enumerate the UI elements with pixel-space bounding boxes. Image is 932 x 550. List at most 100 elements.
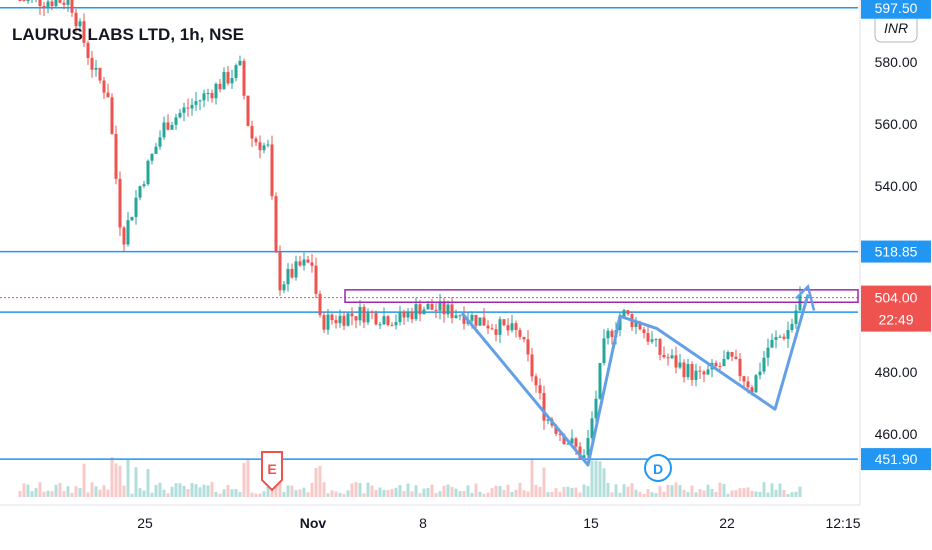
volume-bar: [542, 467, 546, 497]
volume-bar: [286, 485, 290, 497]
candle-body: [446, 304, 450, 315]
volume-bar: [210, 482, 214, 497]
candle-body: [458, 315, 462, 317]
volume-bar: [566, 486, 570, 497]
volume-bar: [86, 492, 90, 497]
candle-body: [154, 146, 158, 154]
volume-bar: [234, 488, 238, 497]
volume-bar: [194, 484, 198, 497]
candle-body: [434, 309, 438, 311]
volume-bar: [458, 491, 462, 497]
candle-body: [510, 323, 514, 331]
candle-body: [742, 376, 746, 382]
volume-bar: [358, 483, 362, 497]
volume-bar: [318, 466, 322, 497]
volume-bar: [522, 490, 526, 497]
candle-body: [114, 133, 118, 179]
candle-body: [354, 316, 358, 321]
candle-body: [790, 323, 794, 331]
candle-body: [182, 107, 186, 113]
volume-bar: [778, 483, 782, 497]
candle-body: [150, 153, 154, 161]
volume-bar: [98, 489, 102, 497]
candle-body: [766, 347, 770, 358]
volume-bar: [514, 489, 518, 497]
candle-body: [622, 310, 626, 317]
candle-body: [94, 67, 98, 70]
volume-bar: [594, 460, 598, 497]
volume-bar: [266, 486, 270, 497]
candle-body: [778, 336, 782, 338]
candle-body: [174, 117, 178, 125]
volume-bar: [702, 490, 706, 497]
candle-body: [662, 354, 666, 358]
volume-bar: [454, 488, 458, 497]
volume-bar: [786, 493, 790, 497]
candle-body: [702, 371, 706, 375]
volume-bar: [254, 493, 258, 497]
volume-bar: [430, 484, 434, 497]
candle-body: [362, 306, 366, 323]
candle-body: [314, 265, 318, 294]
candle-body: [374, 312, 378, 325]
candle-body: [202, 93, 206, 101]
volume-bar: [298, 489, 302, 497]
volume-bar: [66, 486, 70, 497]
volume-bar: [198, 487, 202, 497]
volume-bar: [462, 491, 466, 497]
candle-body: [274, 196, 278, 253]
volume-bar: [262, 491, 266, 497]
volume-bar: [394, 487, 398, 497]
candle-body: [18, 0, 22, 1]
resistance-range-box: [344, 289, 859, 304]
volume-bar: [582, 484, 586, 497]
volume-bar: [310, 482, 314, 497]
candle-body: [346, 313, 350, 326]
candle-body: [578, 446, 582, 459]
candle-body: [262, 145, 266, 151]
volume-bar: [386, 490, 390, 497]
candle-body: [162, 122, 166, 138]
volume-bar: [758, 491, 762, 497]
volume-bar: [326, 493, 330, 497]
volume-bar: [222, 489, 226, 497]
volume-bar: [586, 486, 590, 497]
volume-bar: [150, 492, 154, 497]
candle-body: [110, 97, 114, 134]
candle-body: [410, 312, 414, 320]
countdown-label: 22:49: [878, 312, 913, 328]
candle-body: [342, 315, 346, 326]
candle-body: [230, 78, 234, 84]
dividend-marker-letter: D: [653, 461, 663, 477]
volume-bar: [174, 483, 178, 497]
earnings-marker-letter: E: [267, 461, 276, 477]
candle-body: [590, 418, 594, 439]
candle-body: [454, 315, 458, 318]
volume-bar: [590, 460, 594, 497]
candle-body: [378, 324, 382, 326]
candle-body: [594, 398, 598, 419]
volume-bar: [662, 491, 666, 497]
volume-bar: [774, 489, 778, 497]
volume-bar: [538, 486, 542, 497]
candle-body: [462, 315, 466, 324]
candle-body: [74, 12, 78, 27]
candle-body: [78, 21, 82, 27]
candle-body: [282, 284, 286, 291]
candle-body: [178, 112, 182, 118]
candle-body: [562, 434, 566, 445]
candle-body: [26, 0, 30, 2]
candle-body: [754, 375, 758, 393]
candle-body: [498, 319, 502, 335]
volume-bar: [658, 486, 662, 497]
candle-body: [734, 356, 738, 359]
candle-body: [582, 455, 586, 459]
candle-body: [82, 21, 86, 43]
volume-bar: [694, 492, 698, 497]
candle-body: [610, 330, 614, 338]
volume-bar: [526, 491, 530, 497]
candle-body: [494, 329, 498, 335]
volume-bar: [402, 490, 406, 497]
